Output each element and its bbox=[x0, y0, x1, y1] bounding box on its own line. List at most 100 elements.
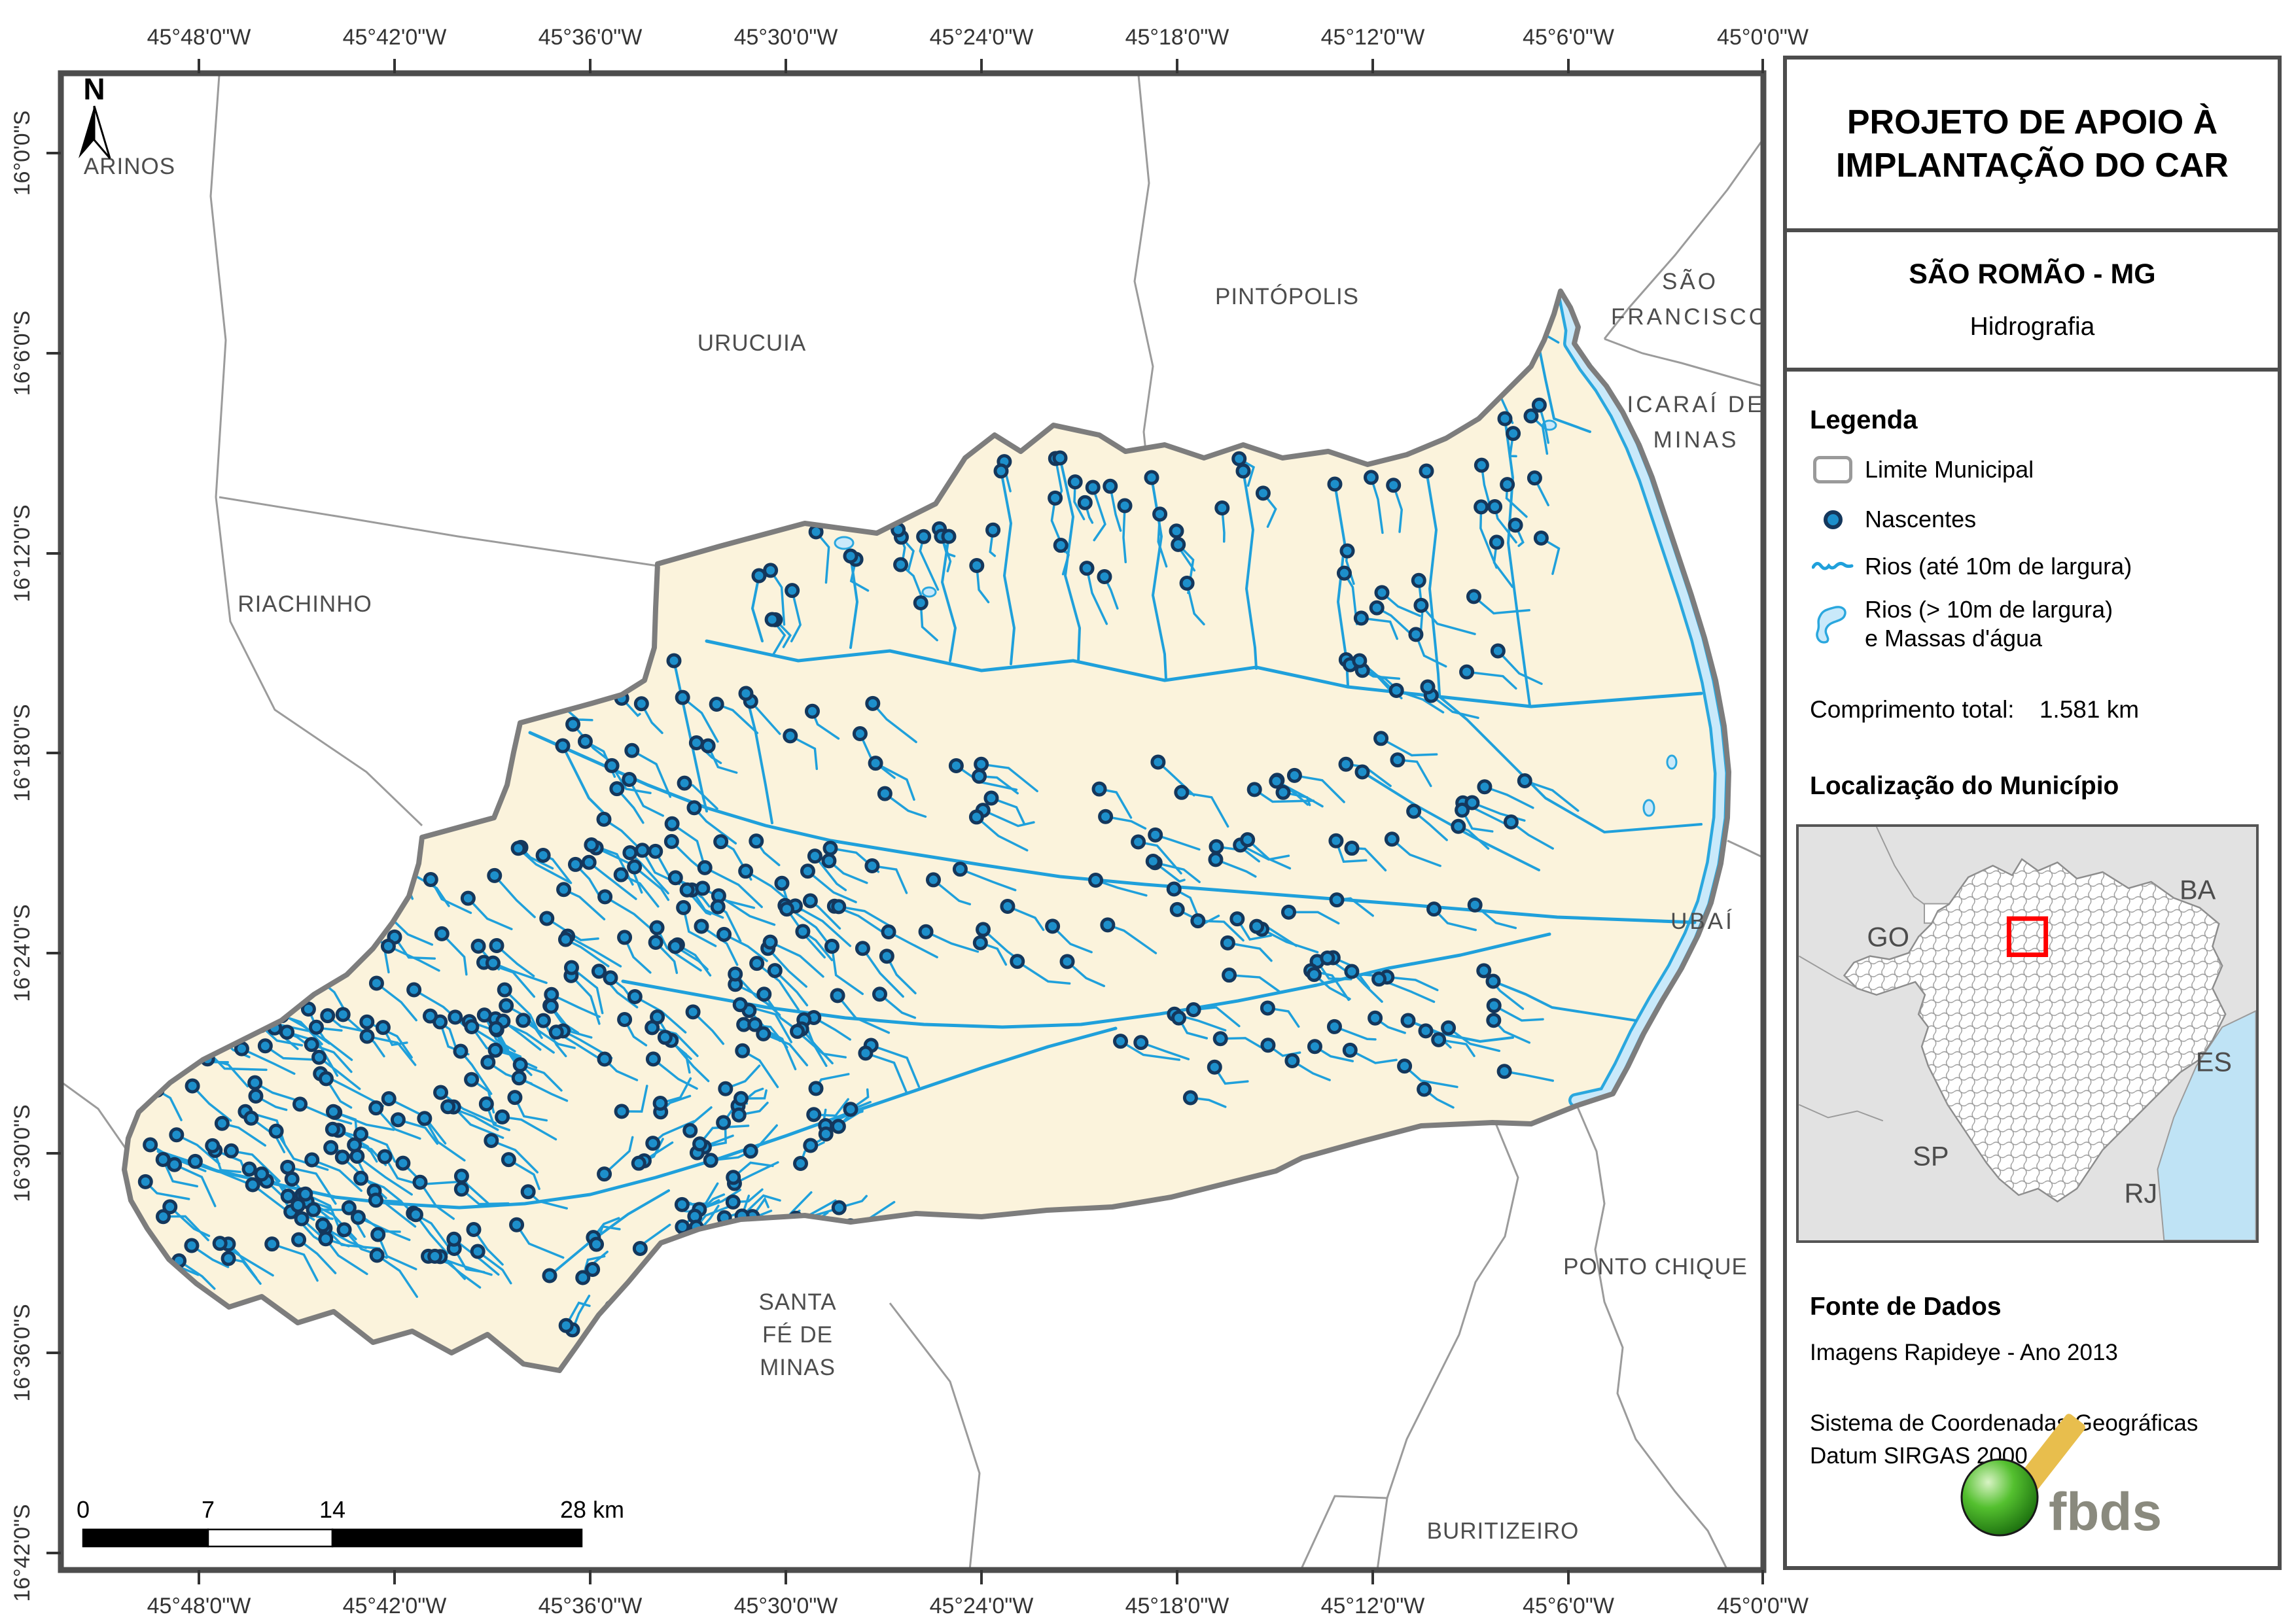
nascente-dot bbox=[1426, 901, 1442, 917]
nascente-dot bbox=[280, 1188, 296, 1204]
total-length: Comprimento total: 1.581 km bbox=[1810, 696, 2139, 724]
nascente-dot bbox=[1388, 682, 1404, 698]
nascente-dot bbox=[489, 937, 504, 953]
stream-stub bbox=[366, 864, 414, 900]
nascente-dot bbox=[631, 1155, 646, 1171]
nascente-dot bbox=[1417, 1081, 1432, 1097]
nascente-dot bbox=[466, 1222, 482, 1238]
nascente-dot bbox=[1306, 967, 1322, 983]
stream-stub bbox=[1221, 506, 1226, 543]
stream-stub bbox=[156, 1027, 196, 1050]
stream-stub bbox=[1219, 1037, 1262, 1049]
stream-stub bbox=[722, 933, 768, 962]
stream-stub bbox=[698, 1189, 741, 1211]
stream-stub bbox=[515, 1223, 565, 1259]
nascente-dot bbox=[710, 899, 726, 915]
stream-stub bbox=[1094, 879, 1148, 897]
axis-label-left: 16°42'0"S bbox=[10, 1504, 35, 1601]
neighbor-boundary-line bbox=[1377, 1121, 1519, 1567]
nascente-dot bbox=[406, 982, 422, 998]
nascente-dot bbox=[1179, 576, 1195, 591]
nascente-dot bbox=[1459, 664, 1475, 680]
nascente-dot bbox=[993, 463, 1009, 479]
nascente-dot bbox=[679, 882, 695, 898]
place-label: BURITIZEIRO bbox=[1427, 1518, 1580, 1544]
nascente-dot bbox=[1097, 569, 1112, 585]
nascente-dot bbox=[726, 1170, 741, 1185]
nascente-dot bbox=[488, 1021, 504, 1036]
nascente-dot bbox=[918, 924, 934, 939]
nascente-dot bbox=[614, 1104, 629, 1119]
nascente-dot bbox=[155, 1151, 171, 1167]
logo-text: fbds bbox=[2049, 1482, 2162, 1542]
legend-item-label: Rios (> 10m de largura) e Massas d'água bbox=[1865, 596, 2113, 652]
map-frame bbox=[58, 70, 1767, 1573]
stream-stub bbox=[337, 1129, 378, 1163]
stream-stub bbox=[366, 1035, 417, 1066]
nascente-dot bbox=[360, 926, 376, 941]
stream-stub bbox=[1474, 903, 1517, 930]
nascente-dot bbox=[877, 786, 892, 801]
stream-stub bbox=[887, 930, 938, 958]
nascente-dot bbox=[336, 1222, 352, 1238]
nascente-dot bbox=[1077, 495, 1093, 510]
nascente-dot bbox=[368, 975, 384, 991]
nascente-dot bbox=[1397, 1058, 1413, 1074]
nascente-dot bbox=[243, 1110, 259, 1126]
nascente-dot bbox=[1085, 480, 1101, 495]
stream-stub bbox=[1508, 432, 1517, 458]
stream-stub bbox=[439, 1091, 497, 1125]
stream-stub bbox=[173, 988, 211, 1006]
nascente-dot bbox=[830, 1119, 846, 1134]
nascente-dot bbox=[368, 1193, 383, 1208]
stream-stub bbox=[502, 1020, 542, 1051]
nascente-dot bbox=[802, 893, 818, 909]
stream-stub bbox=[1180, 791, 1229, 828]
nascente-dot bbox=[1144, 470, 1159, 485]
nascente-dot bbox=[221, 977, 237, 992]
nascente-dot bbox=[1371, 971, 1387, 987]
nascente-dot bbox=[558, 1318, 574, 1333]
stream-stub bbox=[375, 982, 417, 1022]
stream-stub bbox=[813, 854, 847, 892]
stream-stub bbox=[1214, 858, 1257, 878]
nascente-dot bbox=[371, 899, 387, 915]
stream-stub bbox=[439, 1255, 482, 1289]
nascente-dot bbox=[756, 986, 772, 1002]
nascente-dot bbox=[1286, 767, 1302, 783]
nascente-dot bbox=[632, 1240, 648, 1256]
stream-stub bbox=[975, 816, 1029, 852]
nascente-dot bbox=[1344, 964, 1360, 979]
nascente-dot bbox=[648, 843, 663, 859]
nascente-dot bbox=[1515, 302, 1531, 318]
stream-stub bbox=[1420, 604, 1476, 635]
locator-state-label: RJ bbox=[2124, 1178, 2157, 1209]
place-label: ICARAÍ DE bbox=[1627, 392, 1765, 417]
stream-stub bbox=[1152, 860, 1186, 883]
nascente-dot bbox=[1246, 782, 1262, 797]
project-title-line1: PROJETO DE APOIO À bbox=[1846, 103, 2218, 141]
stream-stub bbox=[297, 1238, 337, 1274]
stream-stub bbox=[621, 1314, 639, 1336]
place-label: FÉ DE bbox=[762, 1322, 833, 1348]
axis-label-left: 16°36'0"S bbox=[10, 1304, 35, 1401]
nascente-dot bbox=[1533, 531, 1549, 546]
nascente-dot bbox=[1339, 543, 1355, 559]
neighbor-boundary-line bbox=[219, 496, 658, 567]
stream-stub bbox=[275, 1130, 329, 1171]
place-label: PONTO CHIQUE bbox=[1563, 1254, 1748, 1280]
nascente-dot bbox=[1329, 892, 1345, 908]
stream-stub bbox=[1395, 689, 1445, 714]
stream-stub bbox=[603, 896, 653, 930]
nascente-dot bbox=[1477, 779, 1492, 795]
river-line bbox=[561, 744, 610, 819]
stream-stub bbox=[1379, 737, 1438, 757]
north-arrow: N bbox=[79, 72, 111, 159]
stream-stub bbox=[374, 867, 401, 901]
neighbor-boundaries bbox=[63, 76, 1761, 1567]
stream-stub bbox=[1006, 905, 1045, 932]
nascente-dot bbox=[279, 1024, 295, 1040]
stream-stub bbox=[255, 1094, 288, 1111]
nascente-dot bbox=[1328, 833, 1344, 848]
nascente-dot bbox=[370, 1227, 386, 1242]
